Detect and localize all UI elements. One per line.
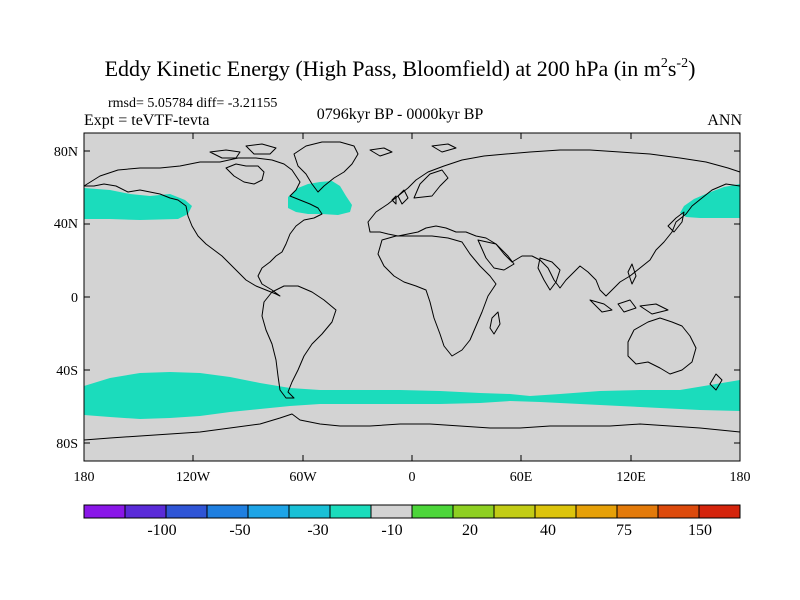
- colorbar-label: -100: [147, 522, 176, 539]
- field-region-north-atlantic: [288, 181, 352, 215]
- experiment-label: Expt = teVTF-tevta: [84, 112, 210, 129]
- colorbar-label: 40: [540, 522, 556, 539]
- lat-label-40s: 40S: [56, 364, 78, 379]
- field-region-north-pacific-west: [680, 184, 740, 218]
- period-label: 0796kyr BP - 0000kyr BP: [316, 106, 484, 123]
- colorbar-box: [411, 504, 454, 519]
- colorbar-box: [493, 504, 536, 519]
- longitude-labels: 180 120W 60W 0 60E 120E 180: [74, 470, 751, 485]
- lat-label-80n: 80N: [54, 145, 78, 160]
- lon-label-60e: 60E: [510, 470, 533, 485]
- coast-india: [537, 257, 561, 291]
- colorbar-box: [657, 504, 700, 519]
- stats-text: rmsd= 5.05784 diff= -3.21155: [108, 96, 278, 111]
- latitude-ticks: [84, 150, 740, 444]
- lat-label-40n: 40N: [54, 217, 78, 232]
- colorbar-box: [165, 504, 208, 519]
- coast-north-america: [83, 157, 323, 297]
- coast-australia: [627, 317, 697, 375]
- field-region-southern-ocean: [84, 372, 740, 419]
- coast-arctic-islands: [209, 143, 457, 159]
- colorbar-label: 150: [688, 522, 712, 539]
- colorbar-box: [206, 504, 249, 519]
- coast-eurasia: [367, 149, 741, 297]
- coastlines: [83, 141, 741, 441]
- map-panel: [83, 132, 741, 462]
- lon-label-120e: 120E: [616, 470, 646, 485]
- lon-label-0: 0: [409, 470, 416, 485]
- coast-scandinavia: [413, 169, 449, 199]
- colorbar-box: [329, 504, 372, 519]
- coast-madagascar: [489, 311, 501, 335]
- coast-arabia: [477, 239, 515, 271]
- lat-label-0: 0: [71, 291, 78, 306]
- colorbar-box: [616, 504, 659, 519]
- colorbar-box: [83, 504, 126, 519]
- lon-label-120w: 120W: [176, 470, 211, 485]
- colorbar-box: [288, 504, 331, 519]
- colorbar-label: -10: [381, 522, 402, 539]
- lon-label-180e: 180: [730, 470, 751, 485]
- lon-label-60w: 60W: [289, 470, 317, 485]
- chart-title: Eddy Kinetic Energy (High Pass, Bloomfie…: [104, 56, 696, 81]
- coast-indonesia: [589, 263, 669, 315]
- colorbar-box: [575, 504, 618, 519]
- colorbar: [83, 504, 741, 519]
- coast-new-zealand: [709, 373, 723, 391]
- longitude-ticks: [83, 133, 741, 461]
- colorbar-label: 75: [616, 522, 632, 539]
- colorbar-box: [370, 504, 413, 519]
- colorbar-label: -30: [307, 522, 328, 539]
- colorbar-box: [534, 504, 577, 519]
- coast-antarctica: [83, 413, 741, 441]
- coast-south-america: [261, 285, 337, 399]
- coast-hudson-bay: [225, 163, 265, 185]
- lon-label-180w: 180: [74, 470, 95, 485]
- coast-japan: [667, 211, 685, 233]
- colorbar-box: [124, 504, 167, 519]
- colorbar-labels: -100 -50 -30 -10 20 40 75 150: [147, 522, 712, 539]
- colorbar-label: -50: [229, 522, 250, 539]
- colorbar-box: [247, 504, 290, 519]
- coast-british-isles: [391, 189, 409, 205]
- colorbar-box: [452, 504, 495, 519]
- lat-label-80s: 80S: [56, 437, 78, 452]
- colorbar-box: [698, 504, 741, 519]
- coast-africa: [377, 235, 497, 357]
- colorbar-label: 20: [462, 522, 478, 539]
- latitude-labels: 80N 40N 0 40S 80S: [54, 145, 78, 452]
- coast-greenland: [293, 141, 359, 193]
- season-label: ANN: [707, 112, 742, 129]
